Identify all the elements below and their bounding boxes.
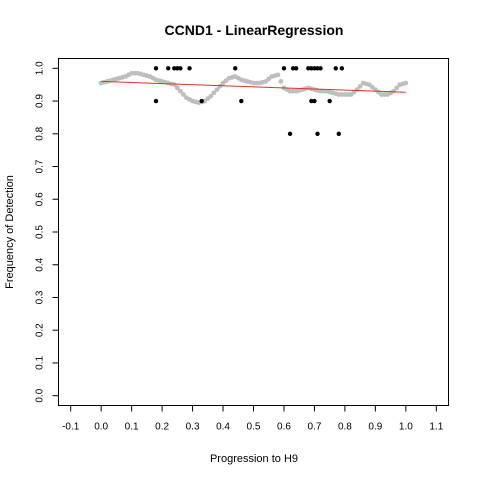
observed-point <box>153 66 159 71</box>
y-axis: 0.0 0.1 0.2 0.3 0.4 0.5 0.6 0.7 0.8 0.9 1.0 <box>35 61 59 403</box>
smoothed-point <box>391 88 397 94</box>
smoothed-point <box>181 92 186 97</box>
chart-title: CCND1 - LinearRegression <box>165 22 344 38</box>
x-tick-label: 0.2 <box>155 422 169 433</box>
x-tick-label: 0.0 <box>94 422 108 433</box>
smoothed-point <box>394 85 400 91</box>
x-tick-label: 0.4 <box>216 422 230 433</box>
observed-point <box>165 66 171 71</box>
smoothed-point <box>174 85 180 91</box>
observed-point <box>153 98 159 104</box>
smoothed-point <box>403 80 409 86</box>
smoothed-point <box>214 87 220 92</box>
x-tick-label: -0.1 <box>62 422 80 433</box>
observed-point <box>287 131 293 136</box>
observed-point <box>333 66 338 71</box>
x-tick-label: 0.5 <box>247 422 261 433</box>
observed-points <box>153 66 345 136</box>
observed-point <box>312 66 317 71</box>
y-tick-label: 0.6 <box>35 192 46 206</box>
y-tick-label: 1.0 <box>35 61 46 75</box>
smoothed-point <box>278 79 284 84</box>
observed-point <box>309 66 314 71</box>
observed-point <box>312 98 317 104</box>
observed-point <box>309 98 314 104</box>
y-tick-label: 0.4 <box>35 257 46 271</box>
smoothed-point <box>275 72 281 78</box>
smoothed-point <box>177 88 183 94</box>
observed-point <box>315 131 320 136</box>
x-tick-label: 0.1 <box>125 422 139 433</box>
y-tick-label: 0.8 <box>35 126 46 140</box>
y-tick-label: 0.0 <box>35 388 46 402</box>
x-tick-label: 1.0 <box>399 422 413 433</box>
y-tick-label: 0.3 <box>35 290 46 304</box>
x-axis: -0.1 0.0 0.1 0.2 0.3 0.4 0.5 0.6 0.7 0.8 0.9 1.0 1.1 <box>62 405 444 433</box>
observed-point <box>178 66 183 71</box>
observed-point <box>336 131 342 136</box>
regression-line-segment <box>101 80 406 93</box>
observed-point <box>318 66 323 71</box>
observed-point <box>175 66 180 71</box>
smoothed-point <box>211 90 217 96</box>
observed-point <box>315 66 320 71</box>
y-tick-label: 0.1 <box>35 356 46 370</box>
observed-point <box>306 66 311 71</box>
observed-point <box>281 66 287 71</box>
x-tick-label: 0.3 <box>186 422 200 433</box>
x-axis-title: Progression to H9 <box>210 453 298 465</box>
observed-point <box>293 66 299 71</box>
observed-point <box>339 66 345 71</box>
y-tick-label: 0.7 <box>35 159 46 173</box>
observed-point <box>233 66 238 71</box>
observed-point <box>172 66 177 71</box>
observed-point <box>187 66 192 71</box>
regression-line <box>101 80 406 93</box>
x-tick-label: 0.6 <box>277 422 291 433</box>
smoothed-point <box>208 93 214 99</box>
x-tick-label: 1.1 <box>429 422 443 433</box>
x-tick-label: 0.7 <box>307 422 321 433</box>
x-tick-label: 0.9 <box>368 422 382 433</box>
smoothed-point <box>357 83 363 89</box>
y-tick-label: 0.9 <box>35 94 46 108</box>
y-tick-label: 0.5 <box>35 225 46 239</box>
observed-point <box>239 98 244 104</box>
observed-point <box>290 66 296 71</box>
y-tick-label: 0.2 <box>35 323 46 337</box>
observed-point <box>327 98 332 104</box>
y-axis-title: Frequency of Detection <box>4 175 16 289</box>
x-tick-label: 0.8 <box>338 422 352 433</box>
observed-point <box>199 98 204 104</box>
